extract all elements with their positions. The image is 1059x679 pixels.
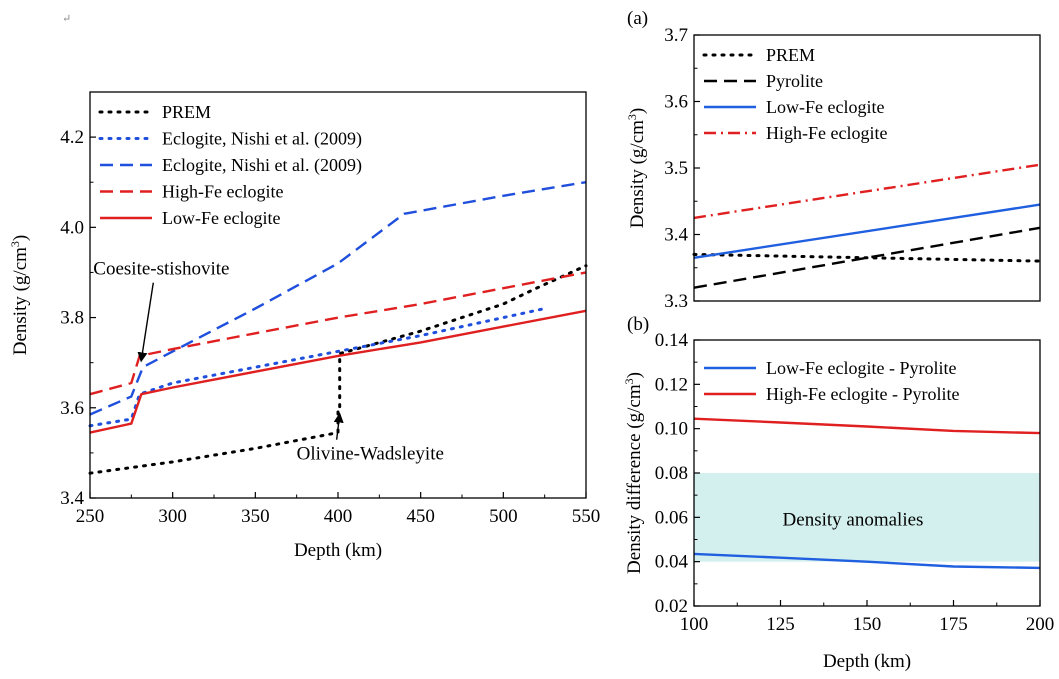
legend-label: Eclogite, Nishi et al. (2009) — [162, 129, 362, 150]
left-legend: PREM Eclogite, Nishi et al. (2009) Eclogit… — [98, 102, 362, 228]
y-tick-label: 3.4 — [664, 225, 688, 246]
legend-label: Low-Fe eclogite — [162, 208, 280, 228]
panel-a-label: (a) — [627, 8, 648, 29]
density-anomalies-band — [694, 473, 1040, 562]
panel-a-y-axis-label: Density (g/cm3) — [625, 108, 648, 229]
left-x-ticks: 250 300 350 400 450 500 550 — [76, 492, 601, 527]
left-y-axis-label: Density (g/cm3) — [8, 235, 31, 356]
x-tick-label: 200 — [1026, 614, 1055, 635]
series-line-2 — [88, 307, 547, 428]
legend-label: High-Fe eclogite — [766, 123, 887, 143]
y-tick-label: 3.6 — [60, 398, 84, 419]
y-tick-label: 0.12 — [655, 374, 688, 395]
x-tick-label: 450 — [406, 506, 435, 527]
y-tick-label: 3.4 — [60, 488, 84, 509]
series-line-1 — [88, 264, 588, 475]
x-tick-label: 100 — [680, 614, 709, 635]
y-tick-label: 0.04 — [655, 552, 689, 573]
series-line-1 — [692, 252, 1042, 263]
series-line-2 — [693, 417, 1041, 435]
annotation-arrow — [137, 282, 154, 363]
x-tick-label: 300 — [158, 506, 187, 527]
y-tick-label: 0.08 — [655, 463, 688, 484]
legend-label: PREM — [766, 45, 815, 65]
panel-b-series-group — [693, 417, 1041, 570]
left-annotations: Coesite-stishovite Olivine-Wadsleyite — [93, 259, 444, 465]
legend-label: Eclogite, Nishi et al. (2009) — [162, 155, 362, 176]
legend-label: PREM — [162, 102, 211, 122]
y-tick-label: 3.8 — [60, 308, 84, 329]
panel-a-y-ticks: 3.3 3.4 3.5 3.6 3.7 — [664, 25, 700, 312]
x-tick-label: 400 — [324, 506, 353, 527]
panel-b-label: (b) — [627, 314, 649, 335]
legend-label: High-Fe eclogite - Pyrolite — [766, 384, 959, 404]
panel-b-legend: Low-Fe eclogite - Pyrolite High-Fe eclogi… — [704, 358, 959, 404]
y-tick-label: 3.5 — [664, 158, 688, 179]
y-tick-label: 0.06 — [655, 507, 688, 528]
x-tick-label: 550 — [572, 506, 601, 527]
panel-a-plot-frame — [693, 34, 1041, 302]
y-tick-label: 3.7 — [664, 25, 688, 46]
panel-b-x-axis-label: Depth (km) — [823, 651, 911, 672]
left-y-ticks: 3.4 3.6 3.8 4.0 4.2 — [60, 127, 96, 509]
annotation-label: Olivine-Wadsleyite — [297, 444, 444, 465]
legend-label: Low-Fe eclogite — [766, 97, 884, 117]
y-tick-label: 0.10 — [655, 419, 688, 440]
y-tick-label: 4.0 — [60, 217, 84, 238]
series-line-2 — [693, 226, 1041, 289]
legend-label: Pyrolite — [766, 71, 823, 91]
x-tick-label: 350 — [241, 506, 270, 527]
panel-b-y-ticks: 0.02 0.04 0.06 0.08 0.10 0.12 0.14 — [655, 330, 700, 617]
panel-a-series-group — [692, 163, 1042, 289]
panel-b-density-difference: Density anomalies 100 125 150 175 200 0.020.… — [622, 314, 1054, 672]
panel-a-legend: PREM Pyrolite Low-Fe eclogite High-Fe eclog… — [702, 45, 887, 143]
panel-b-y-axis-label: Density difference (g/cm3) — [622, 372, 645, 574]
series-line-4 — [89, 271, 587, 396]
left-x-axis-label: Depth (km) — [294, 540, 382, 561]
left-series-group — [88, 181, 588, 475]
legend-label: High-Fe eclogite — [162, 182, 283, 202]
series-line-4 — [693, 163, 1041, 220]
panel-a-density: 3.3 3.4 3.5 3.6 3.7 PREM Pyrolite Low-Fe eclog… — [625, 8, 1042, 312]
corner-mark: ↵ — [62, 13, 71, 25]
y-tick-label: 0.02 — [655, 596, 688, 617]
y-tick-label: 0.14 — [655, 330, 689, 351]
series-line-3 — [693, 203, 1041, 259]
y-tick-label: 3.6 — [664, 92, 688, 113]
series-line-1 — [693, 552, 1041, 570]
annotation-label: Coesite-stishovite — [93, 259, 229, 280]
left-plot-frame — [89, 91, 587, 499]
left-density-panel: Coesite-stishovite Olivine-Wadsleyite 250… — [8, 91, 601, 561]
x-tick-label: 125 — [766, 614, 795, 635]
series-line-3 — [89, 181, 587, 416]
x-tick-label: 250 — [76, 506, 105, 527]
x-tick-label: 150 — [853, 614, 882, 635]
y-tick-label: 3.3 — [664, 291, 688, 312]
series-line-5 — [89, 309, 587, 434]
legend-label: Low-Fe eclogite - Pyrolite — [766, 358, 956, 378]
density-anomalies-label: Density anomalies — [783, 509, 924, 530]
y-tick-label: 4.2 — [60, 127, 84, 148]
x-tick-label: 175 — [939, 614, 968, 635]
x-tick-label: 500 — [489, 506, 518, 527]
annotation-arrow — [333, 412, 344, 440]
panel-b-x-ticks: 100 125 150 175 200 — [680, 600, 1055, 635]
